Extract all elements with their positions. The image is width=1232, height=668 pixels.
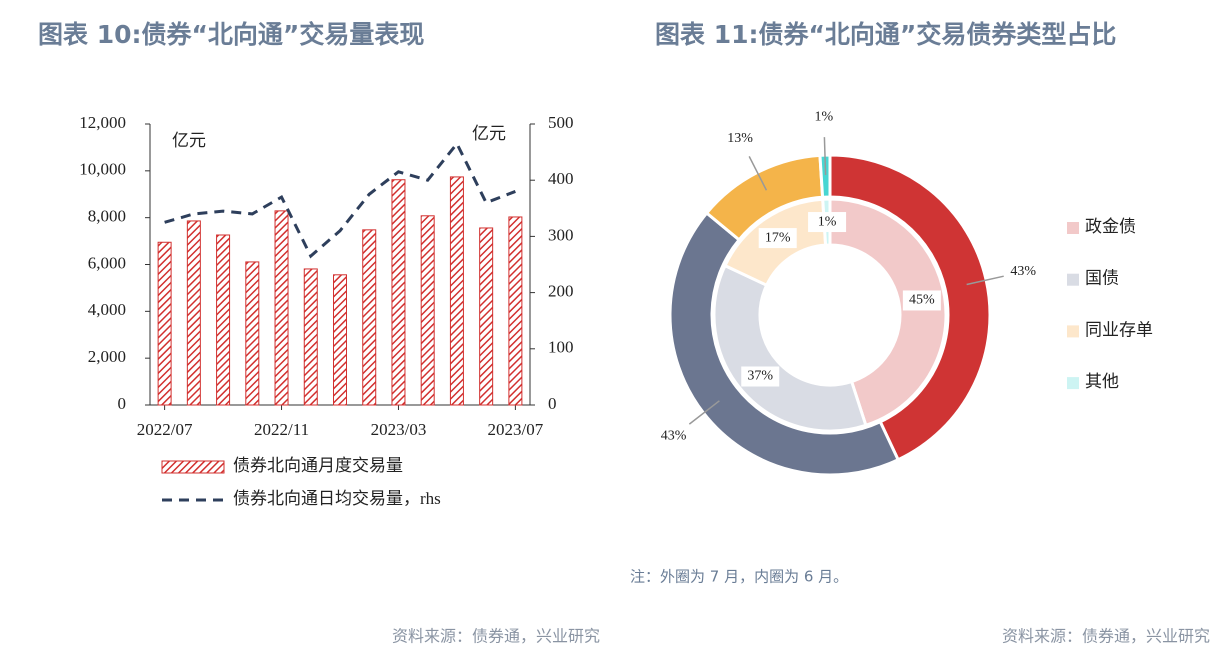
y2-tick-label: 500 <box>548 113 574 132</box>
data-label: 37% <box>747 369 773 384</box>
y-tick-label: 0 <box>118 394 127 413</box>
legend-label: 其他 <box>1085 372 1119 391</box>
y2-tick-label: 200 <box>548 282 574 301</box>
bar <box>186 220 201 406</box>
data-label: 1% <box>818 214 837 229</box>
y2-tick-label: 300 <box>548 225 574 244</box>
bar <box>274 210 289 406</box>
x-tick-label: 2022/11 <box>254 420 309 439</box>
donut-segment <box>818 153 832 199</box>
bar <box>420 215 435 406</box>
bar <box>391 179 406 406</box>
legend-swatch <box>1067 273 1079 286</box>
legend-swatch <box>1067 325 1079 338</box>
label-box <box>808 212 847 233</box>
y2-tick-label: 400 <box>548 169 574 188</box>
chart-title: 图表 10:债券“北向通”交易量表现 <box>38 20 424 49</box>
legend-label: 政金债 <box>1085 217 1136 236</box>
bar <box>362 229 377 406</box>
y2-tick-label: 0 <box>548 394 557 413</box>
label-box <box>758 228 797 249</box>
bar <box>333 274 347 406</box>
leader-line <box>823 137 827 176</box>
data-label: 1% <box>814 109 833 124</box>
legend-label: 债券北向通月度交易量 <box>233 456 403 475</box>
bar <box>449 176 464 406</box>
bar <box>303 268 318 406</box>
legend-swatch <box>161 460 225 474</box>
bar <box>157 241 172 406</box>
bar <box>508 216 523 406</box>
source: 资料来源：债券通，兴业研究 <box>1002 627 1210 646</box>
y-tick-label: 12,000 <box>79 113 126 132</box>
data-label: 43% <box>1010 264 1036 279</box>
legend-label: 国债 <box>1085 269 1119 288</box>
legend-swatch <box>1067 222 1079 234</box>
x-tick-label: 2023/07 <box>488 420 544 439</box>
leader-line <box>966 275 1004 286</box>
leader-line <box>688 400 720 425</box>
note: 注：外圈为 7 月，内圈为 6 月。 <box>630 568 848 586</box>
bar <box>479 227 494 406</box>
donut-segment <box>828 153 992 462</box>
unit-annotation: 亿元 <box>172 131 206 150</box>
label-box <box>902 290 941 311</box>
y-tick-label: 4,000 <box>88 300 126 319</box>
chart-title: 图表 11:债券“北向通”交易债券类型占比 <box>655 20 1116 49</box>
data-label: 13% <box>727 131 753 146</box>
label-box <box>741 366 780 387</box>
data-label: 43% <box>661 429 687 444</box>
legend-label: 同业存单 <box>1085 320 1153 339</box>
donut-segment <box>712 263 868 433</box>
bar <box>216 234 231 406</box>
data-label: 45% <box>909 293 935 308</box>
y-tick-label: 8,000 <box>88 207 126 226</box>
data-label: 17% <box>765 230 791 245</box>
y-tick-label: 6,000 <box>88 253 126 272</box>
x-tick-label: 2023/03 <box>371 420 427 439</box>
y2-tick-label: 100 <box>548 338 574 357</box>
source: 资料来源：债券通，兴业研究 <box>392 627 600 646</box>
legend-label: 债券北向通日均交易量，rhs <box>233 489 441 508</box>
donut-segment <box>668 210 901 477</box>
x-tick-label: 2022/07 <box>137 420 193 439</box>
leader-line <box>748 156 768 191</box>
bar <box>245 261 260 406</box>
donut-segment <box>828 197 948 428</box>
line <box>164 140 516 259</box>
legend-swatch <box>1067 377 1079 390</box>
y-tick-label: 2,000 <box>88 347 126 366</box>
y-tick-label: 10,000 <box>79 160 126 179</box>
unit-annotation: 亿元 <box>472 124 506 143</box>
